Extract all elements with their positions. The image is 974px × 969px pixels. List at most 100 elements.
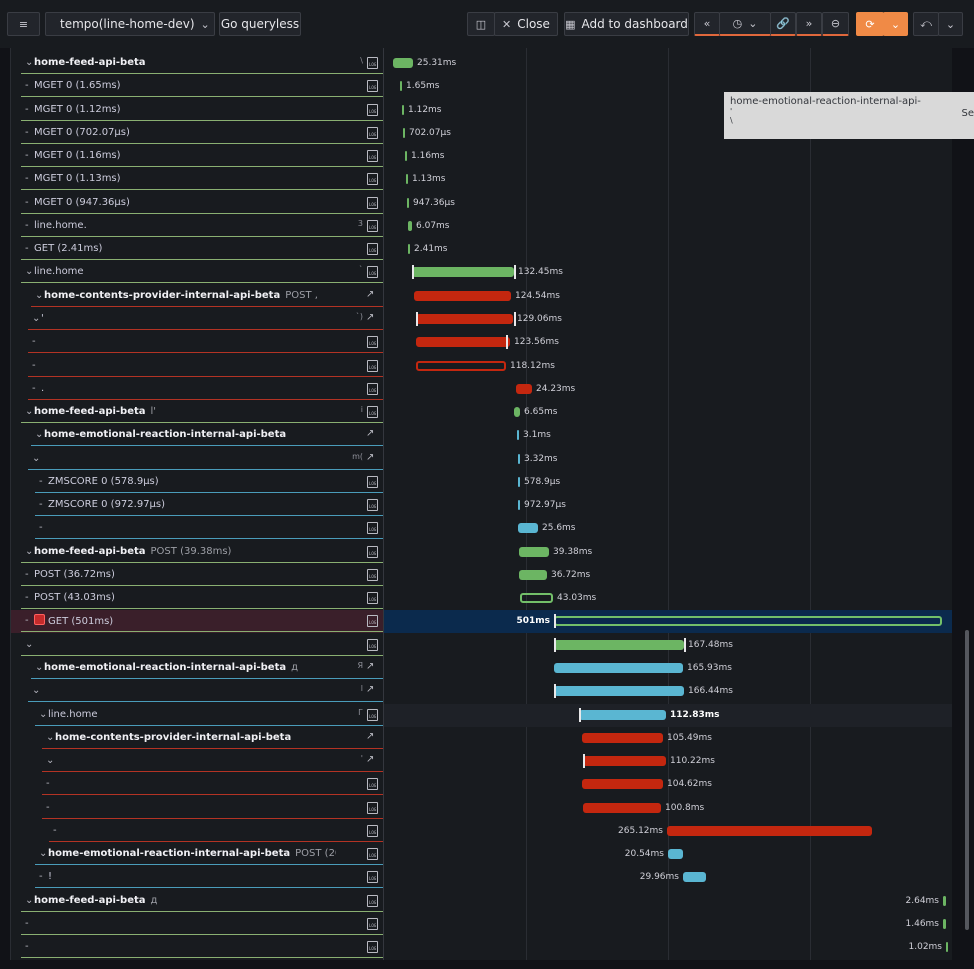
span-timeline-cell[interactable]: [384, 913, 952, 936]
logs-icon[interactable]: [367, 848, 378, 861]
span-row[interactable]: - 100.8ms: [11, 797, 952, 820]
logs-icon[interactable]: [367, 499, 378, 512]
span-row[interactable]: - 118.12ms: [11, 355, 952, 378]
span-row[interactable]: ⌄line.home Г 112.83ms: [11, 703, 952, 727]
span-name-cell[interactable]: - GET (501ms): [11, 610, 383, 633]
span-timeline-cell[interactable]: [384, 703, 952, 727]
span-name-cell[interactable]: - MGET 0 (1.12ms): [11, 99, 383, 122]
span-timeline-cell[interactable]: [384, 517, 952, 540]
span-name-cell[interactable]: - MGET 0 (947.36μs): [11, 192, 383, 215]
span-timeline-cell[interactable]: [384, 494, 952, 517]
span-row[interactable]: ⌄ home-contents-provider-internal-api-bet…: [11, 727, 952, 750]
span-duration-bar[interactable]: [408, 220, 412, 231]
datasource-picker[interactable]: tempo(line-home-dev) ⌄: [45, 12, 215, 36]
logs-icon[interactable]: [367, 336, 378, 349]
span-row[interactable]: ⌄ 167.48ms: [11, 634, 952, 657]
link-icon[interactable]: ↗: [366, 754, 375, 766]
span-name-cell[interactable]: ⌄ home-emotional-reaction-internal-api-be…: [11, 843, 383, 866]
span-toggle-icon[interactable]: ⌄: [35, 289, 44, 301]
span-toggle-icon[interactable]: -: [25, 592, 29, 604]
span-toggle-icon[interactable]: ⌄: [25, 406, 34, 418]
span-duration-bar[interactable]: [416, 313, 513, 324]
span-duration-bar[interactable]: [668, 849, 683, 860]
span-name-cell[interactable]: ⌄ home-feed-api-beta l' i: [11, 401, 383, 424]
logs-icon[interactable]: [367, 266, 378, 279]
span-row[interactable]: -GET (2.41ms) 2.41ms: [11, 238, 952, 261]
span-duration-bar[interactable]: [518, 500, 520, 511]
span-row[interactable]: - 123.56ms: [11, 331, 952, 354]
span-toggle-icon[interactable]: -: [39, 475, 43, 487]
span-name-cell[interactable]: -: [11, 820, 383, 843]
link-icon[interactable]: ↗: [366, 730, 375, 742]
span-duration-bar[interactable]: [582, 779, 663, 790]
span-duration-bar[interactable]: [943, 918, 946, 929]
span-toggle-icon[interactable]: ⌄: [25, 57, 34, 68]
logs-icon[interactable]: [367, 126, 378, 139]
span-timeline-cell[interactable]: [384, 52, 952, 75]
span-duration-bar[interactable]: [414, 290, 511, 301]
span-row[interactable]: -MGET 0 (1.12ms) 1.12ms: [11, 99, 952, 122]
span-row[interactable]: - 104.62ms: [11, 773, 952, 796]
column-divider[interactable]: [383, 48, 384, 960]
logs-icon[interactable]: [367, 801, 378, 814]
span-name-cell[interactable]: ⌄ line.home Г: [11, 704, 383, 727]
span-toggle-icon[interactable]: -: [39, 522, 43, 534]
span-name-cell[interactable]: -: [11, 773, 383, 796]
span-duration-bar[interactable]: [403, 127, 405, 138]
span-row[interactable]: - 25.6ms: [11, 517, 952, 540]
logs-icon[interactable]: [367, 592, 378, 605]
span-toggle-icon[interactable]: ⌄: [25, 545, 34, 557]
logs-icon[interactable]: [367, 196, 378, 209]
logs-icon[interactable]: [367, 103, 378, 116]
span-name-cell[interactable]: ⌄ ' ↗: [11, 750, 383, 773]
refresh-button[interactable]: ⟳: [856, 12, 884, 36]
span-toggle-icon[interactable]: -: [25, 615, 29, 627]
span-row[interactable]: -line.home. 3 6.07ms: [11, 215, 952, 238]
share-dropdown[interactable]: ⌄: [938, 12, 963, 36]
span-toggle-icon[interactable]: -: [25, 243, 29, 255]
span-toggle-icon[interactable]: ⌄: [25, 638, 34, 650]
logs-icon[interactable]: [367, 941, 378, 954]
span-row[interactable]: ⌄line.home ` 132.45ms: [11, 261, 952, 284]
logs-icon[interactable]: [367, 80, 378, 93]
span-toggle-icon[interactable]: -: [25, 568, 29, 580]
span-name-cell[interactable]: -: [11, 331, 383, 354]
span-toggle-icon[interactable]: ⌄: [39, 848, 48, 860]
span-name-cell[interactable]: - MGET 0 (1.65ms): [11, 75, 383, 98]
span-row[interactable]: ⌄ l ↗ 166.44ms: [11, 680, 952, 703]
logs-icon[interactable]: [367, 475, 378, 488]
span-toggle-icon[interactable]: -: [25, 173, 29, 185]
span-name-cell[interactable]: - ZMSCORE 0 (972.97μs): [11, 494, 383, 517]
span-duration-bar[interactable]: [582, 732, 663, 743]
span-row[interactable]: -MGET 0 (1.65ms) 1.65ms: [11, 75, 952, 98]
span-duration-bar[interactable]: [405, 151, 407, 162]
span-toggle-icon[interactable]: ⌄: [25, 266, 34, 278]
span-duration-bar[interactable]: [554, 639, 684, 650]
span-duration-bar[interactable]: [518, 476, 520, 487]
logs-icon[interactable]: [367, 568, 378, 581]
span-toggle-icon[interactable]: -: [25, 196, 29, 208]
span-toggle-icon[interactable]: -: [46, 801, 50, 813]
span-name-cell[interactable]: - MGET 0 (702.07μs): [11, 122, 383, 145]
span-timeline-cell[interactable]: [384, 541, 952, 564]
span-duration-bar[interactable]: [400, 81, 402, 92]
span-name-cell[interactable]: - POST (36.72ms): [11, 564, 383, 587]
span-name-cell[interactable]: ⌄ home-emotional-reaction-internal-api-be…: [11, 424, 383, 447]
time-picker-button[interactable]: ◷ ⌄: [719, 12, 771, 36]
span-timeline-cell[interactable]: [384, 936, 952, 959]
span-name-cell[interactable]: ⌄ home-feed-api-beta \: [11, 52, 383, 75]
logs-icon[interactable]: [367, 894, 378, 907]
logs-icon[interactable]: [367, 778, 378, 791]
span-toggle-icon[interactable]: -: [39, 499, 43, 511]
span-toggle-icon[interactable]: ⌄: [25, 894, 34, 906]
span-name-cell[interactable]: - ZMSCORE 0 (578.9μs): [11, 471, 383, 494]
logs-icon[interactable]: [367, 243, 378, 256]
link-icon[interactable]: ↗: [366, 661, 375, 673]
span-toggle-icon[interactable]: ⌄: [32, 452, 41, 464]
span-duration-bar[interactable]: [946, 942, 948, 953]
span-duration-bar[interactable]: [407, 197, 409, 208]
logs-icon[interactable]: [367, 219, 378, 232]
add-to-dashboard-button[interactable]: ▦ Add to dashboard: [564, 12, 689, 36]
link-icon[interactable]: ↗: [366, 311, 375, 323]
span-timeline-cell[interactable]: [384, 168, 952, 191]
